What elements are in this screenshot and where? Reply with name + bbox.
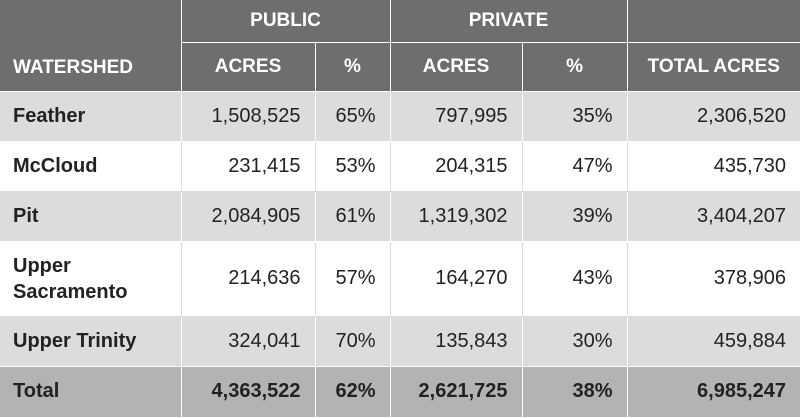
- public-pct: 70%: [314, 315, 391, 367]
- private-pct: 43%: [521, 240, 628, 317]
- public-acres: 231,415: [180, 140, 316, 192]
- total-acres: 378,906: [626, 240, 800, 317]
- total-label: Total: [0, 365, 182, 418]
- table-footer: Total 4,363,522 62% 2,621,725 38% 6,985,…: [0, 365, 800, 418]
- table-row: Feather 1,508,525 65% 797,995 35% 2,306,…: [0, 90, 800, 142]
- table-header: WATERSHED PUBLIC PRIVATE ACRES % ACRES %…: [0, 0, 800, 92]
- header-watershed: WATERSHED: [0, 0, 182, 92]
- private-pct: 30%: [521, 315, 628, 367]
- total-acres: 435,730: [626, 140, 800, 192]
- watershed-name: Feather: [0, 90, 182, 142]
- table-body: Feather 1,508,525 65% 797,995 35% 2,306,…: [0, 90, 800, 367]
- watershed-name: Upper Trinity: [0, 315, 182, 367]
- watershed-name: Pit: [0, 190, 182, 242]
- header-public-acres: ACRES: [180, 42, 316, 92]
- header-private-pct: %: [521, 42, 628, 92]
- table-row: McCloud 231,415 53% 204,315 47% 435,730: [0, 140, 800, 192]
- private-acres: 797,995: [389, 90, 523, 142]
- total-public-pct: 62%: [314, 365, 391, 418]
- private-acres: 164,270: [389, 240, 523, 317]
- private-pct: 47%: [521, 140, 628, 192]
- watershed-name: McCloud: [0, 140, 182, 192]
- public-acres: 1,508,525: [180, 90, 316, 142]
- private-pct: 35%: [521, 90, 628, 142]
- total-acres: 2,306,520: [626, 90, 800, 142]
- private-acres: 135,843: [389, 315, 523, 367]
- header-total-spacer: [626, 0, 800, 43]
- watershed-name: Upper Sacramento: [0, 240, 182, 317]
- header-group-public: PUBLIC: [180, 0, 391, 43]
- public-pct: 61%: [314, 190, 391, 242]
- total-row: Total 4,363,522 62% 2,621,725 38% 6,985,…: [0, 365, 800, 418]
- public-acres: 214,636: [180, 240, 316, 317]
- public-pct: 65%: [314, 90, 391, 142]
- total-acres: 459,884: [626, 315, 800, 367]
- header-public-pct: %: [314, 42, 391, 92]
- table-row: Upper Trinity 324,041 70% 135,843 30% 45…: [0, 315, 800, 367]
- total-private-pct: 38%: [521, 365, 628, 418]
- public-acres: 2,084,905: [180, 190, 316, 242]
- grand-total-acres: 6,985,247: [626, 365, 800, 418]
- private-pct: 39%: [521, 190, 628, 242]
- public-pct: 53%: [314, 140, 391, 192]
- header-group-private: PRIVATE: [389, 0, 628, 43]
- public-pct: 57%: [314, 240, 391, 317]
- total-private-acres: 2,621,725: [389, 365, 523, 418]
- total-acres: 3,404,207: [626, 190, 800, 242]
- private-acres: 1,319,302: [389, 190, 523, 242]
- private-acres: 204,315: [389, 140, 523, 192]
- public-acres: 324,041: [180, 315, 316, 367]
- table-row: Upper Sacramento 214,636 57% 164,270 43%…: [0, 240, 800, 317]
- total-public-acres: 4,363,522: [180, 365, 316, 418]
- header-private-acres: ACRES: [389, 42, 523, 92]
- table-row: Pit 2,084,905 61% 1,319,302 39% 3,404,20…: [0, 190, 800, 242]
- header-total-acres: TOTAL ACRES: [626, 42, 800, 92]
